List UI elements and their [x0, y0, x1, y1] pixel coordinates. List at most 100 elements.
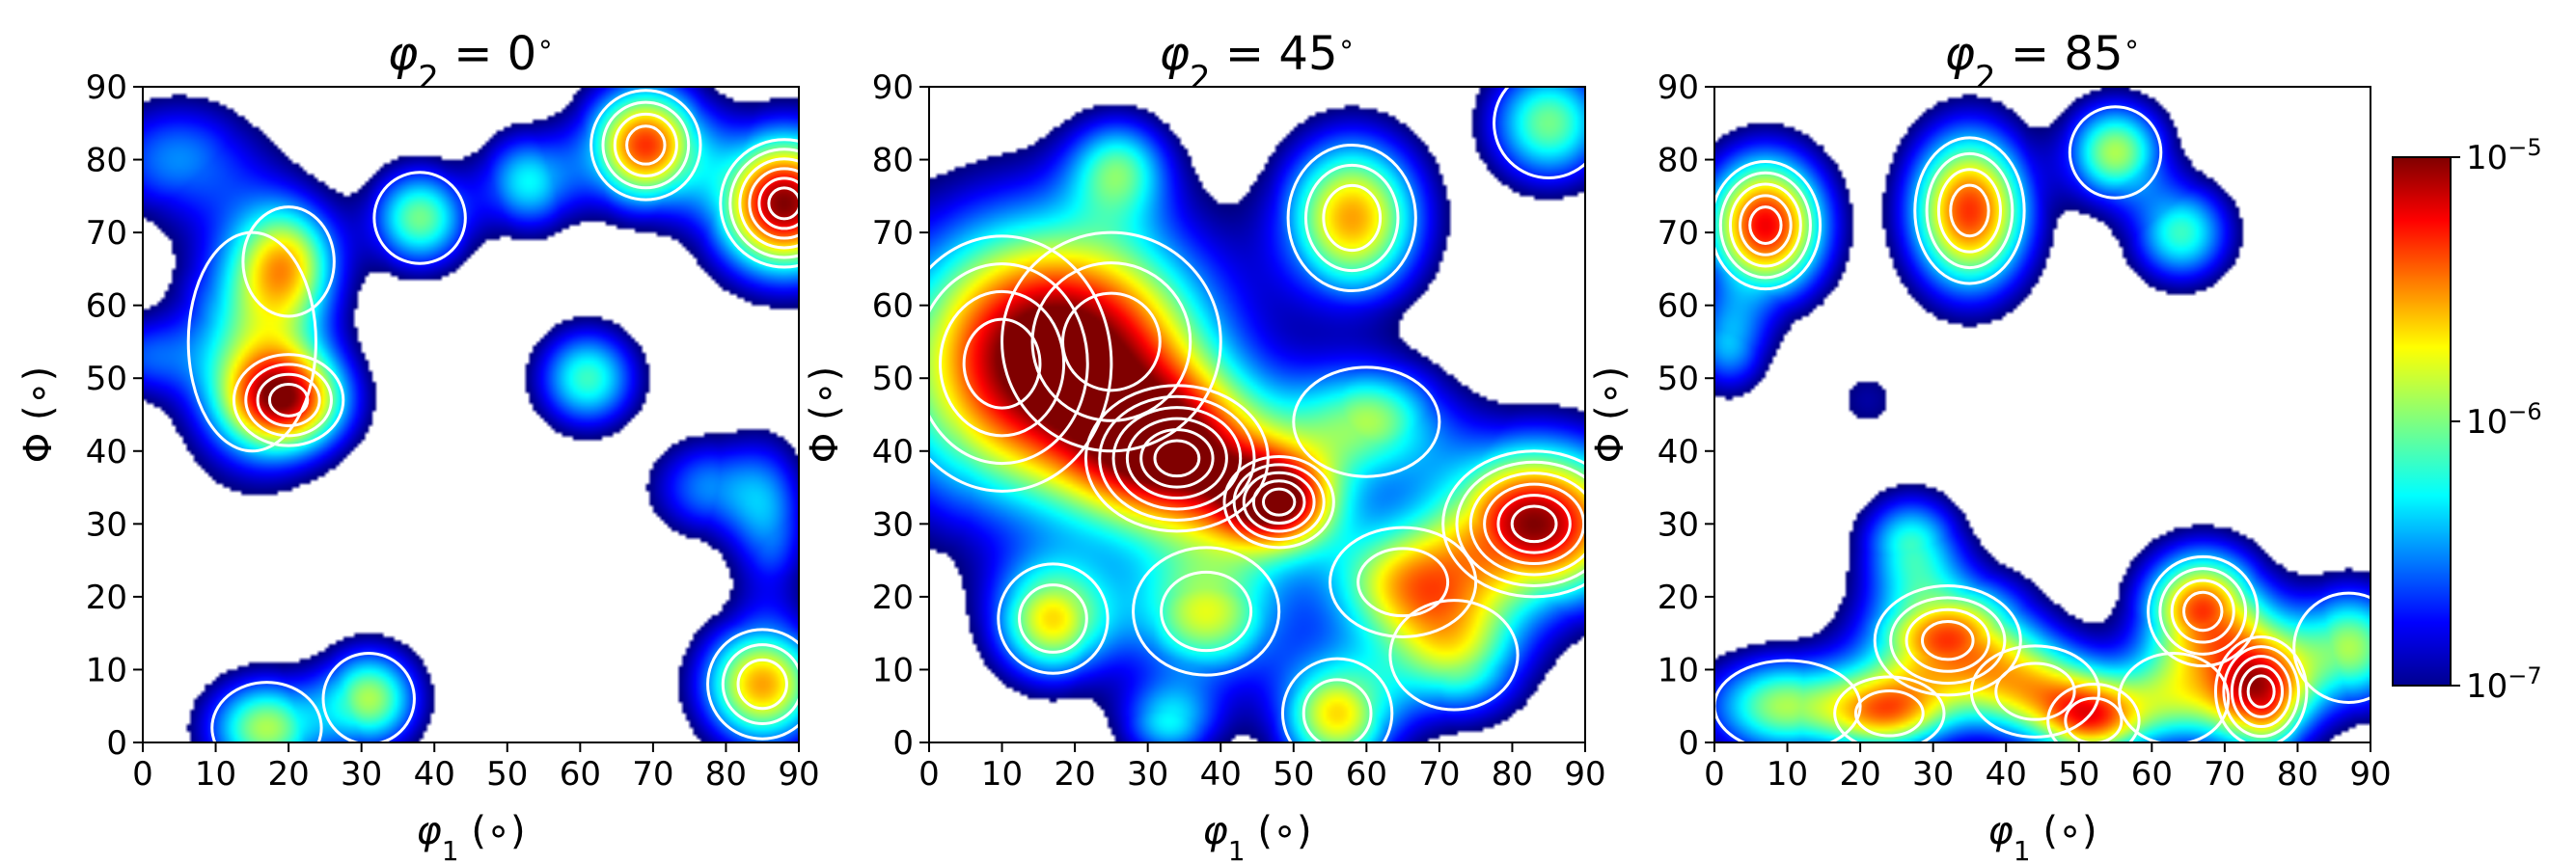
y-axis-label: Φ (∘): [803, 366, 847, 463]
y-axis-ticks: 0 10 20 30 40 50 60 70 80 90: [86, 68, 143, 763]
y-tick-label: 70: [86, 214, 127, 253]
y-tick-label: 0: [1678, 724, 1699, 763]
contour-line: [1969, 644, 2101, 739]
x-tick-label: 20: [1054, 755, 1095, 794]
contour-line: [1728, 182, 1802, 268]
contour-line: [2182, 590, 2224, 633]
x-tick-label: 50: [486, 755, 528, 794]
x-tick-label: 10: [195, 755, 236, 794]
colorbar-tick-label: 10−5: [2466, 134, 2542, 177]
contour-line: [1111, 406, 1243, 511]
x-tick-label: 80: [705, 755, 747, 794]
heatmap-panel-phi2-0: φ2 = 0∘ 0 10 20 30 40 50 60 70 80 90 010203040506…: [16, 27, 850, 863]
x-axis-label: φ1 (∘): [1987, 809, 2096, 863]
y-tick-label: 80: [86, 142, 127, 180]
x-axis-ticks: 0 10 20 30 40 50 60 70 80 90: [1704, 742, 2392, 794]
x-tick-label: 30: [341, 755, 382, 794]
contour-line: [2213, 634, 2309, 748]
y-tick-label: 60: [872, 287, 914, 326]
contour-line: [2068, 105, 2163, 200]
contour-line: [1139, 428, 1215, 489]
y-tick-label: 90: [872, 68, 914, 107]
contour-line: [1030, 261, 1192, 422]
y-tick-label: 10: [872, 651, 914, 689]
contour-line: [1493, 67, 1605, 179]
x-axis-label: φ1 (∘): [1202, 809, 1311, 863]
x-tick-label: 10: [981, 755, 1023, 794]
contour-line: [719, 138, 850, 269]
contour-line: [1329, 526, 1478, 638]
contour-line: [1510, 504, 1558, 544]
y-tick-label: 90: [86, 68, 127, 107]
contour-line: [891, 234, 1113, 493]
contour-line: [1833, 675, 1946, 752]
contour-line: [1455, 460, 1613, 587]
colorbar-tick-label: 10−7: [2466, 662, 2542, 706]
x-tick-label: 20: [267, 755, 309, 794]
y-tick-label: 30: [86, 505, 127, 544]
contour-line: [1496, 494, 1572, 554]
contour-line: [244, 363, 333, 438]
contour-line: [1739, 194, 1793, 256]
heatmap-panel-phi2-45: φ2 = 45∘ 0 10 20 30 40 50 60 70 80 90 01020304050…: [803, 27, 1628, 863]
colorbar-ticks: 10−5 10−6 10−7: [2451, 134, 2542, 706]
y-axis-label: Φ (∘): [1588, 366, 1632, 463]
contour-line: [1905, 607, 1990, 673]
contour-line: [1913, 136, 2026, 285]
y-tick-label: 20: [872, 579, 914, 617]
contour-line: [1994, 661, 2076, 721]
contour-line: [1441, 449, 1628, 599]
contour-line: [1302, 678, 1373, 749]
x-tick-label: 70: [1418, 755, 1460, 794]
y-tick-label: 30: [1658, 505, 1699, 544]
contour-line: [1261, 487, 1297, 517]
x-axis-ticks: 0 10 20 30 40 50 60 70 80 90: [132, 742, 820, 794]
contour-line: [1292, 365, 1441, 478]
y-tick-label: 20: [1658, 579, 1699, 617]
contour-line: [757, 176, 811, 230]
contour-line: [2246, 674, 2276, 709]
x-tick-label: 10: [1767, 755, 1808, 794]
y-tick-label: 0: [106, 724, 127, 763]
contour-line: [1153, 439, 1201, 478]
x-tick-label: 30: [1127, 755, 1168, 794]
contour-line: [1388, 599, 1520, 712]
x-tick-label: 50: [1273, 755, 1314, 794]
contour-line: [1242, 471, 1316, 533]
x-tick-label: 70: [632, 755, 673, 794]
colorbar: 10−5 10−6 10−7: [2392, 134, 2542, 706]
x-tick-label: 90: [1564, 755, 1605, 794]
x-tick-label: 40: [1200, 755, 1242, 794]
contour-line: [2147, 554, 2260, 668]
x-tick-label: 70: [2204, 755, 2245, 794]
contour-lines: [891, 67, 1628, 769]
y-tick-label: 50: [86, 360, 127, 398]
contour-line: [1322, 183, 1383, 253]
colorbar-gradient: [2392, 156, 2452, 687]
contour-line: [1925, 151, 2014, 270]
contour-line: [1125, 417, 1228, 500]
y-tick-label: 30: [872, 505, 914, 544]
x-tick-label: 50: [2058, 755, 2099, 794]
contour-line: [589, 89, 702, 202]
x-axis-label: φ1 (∘): [416, 809, 525, 863]
axes-frame: [928, 86, 1586, 743]
contour-line: [1000, 230, 1222, 453]
contour-line: [232, 353, 345, 447]
contour-lines: [186, 89, 850, 775]
contour-line: [186, 230, 317, 453]
x-tick-label: 30: [1912, 755, 1954, 794]
y-tick-label: 50: [872, 360, 914, 398]
contour-line: [601, 100, 691, 190]
contour-line: [938, 289, 1066, 438]
contour-line: [1873, 584, 2022, 697]
contour-line: [721, 643, 804, 725]
contour-line: [1357, 547, 1450, 618]
x-tick-label: 0: [132, 755, 153, 794]
y-tick-label: 20: [86, 579, 127, 617]
contour-line: [256, 372, 321, 428]
contour-line: [1061, 291, 1162, 392]
contour-line: [997, 562, 1110, 675]
contour-line: [2158, 567, 2248, 656]
